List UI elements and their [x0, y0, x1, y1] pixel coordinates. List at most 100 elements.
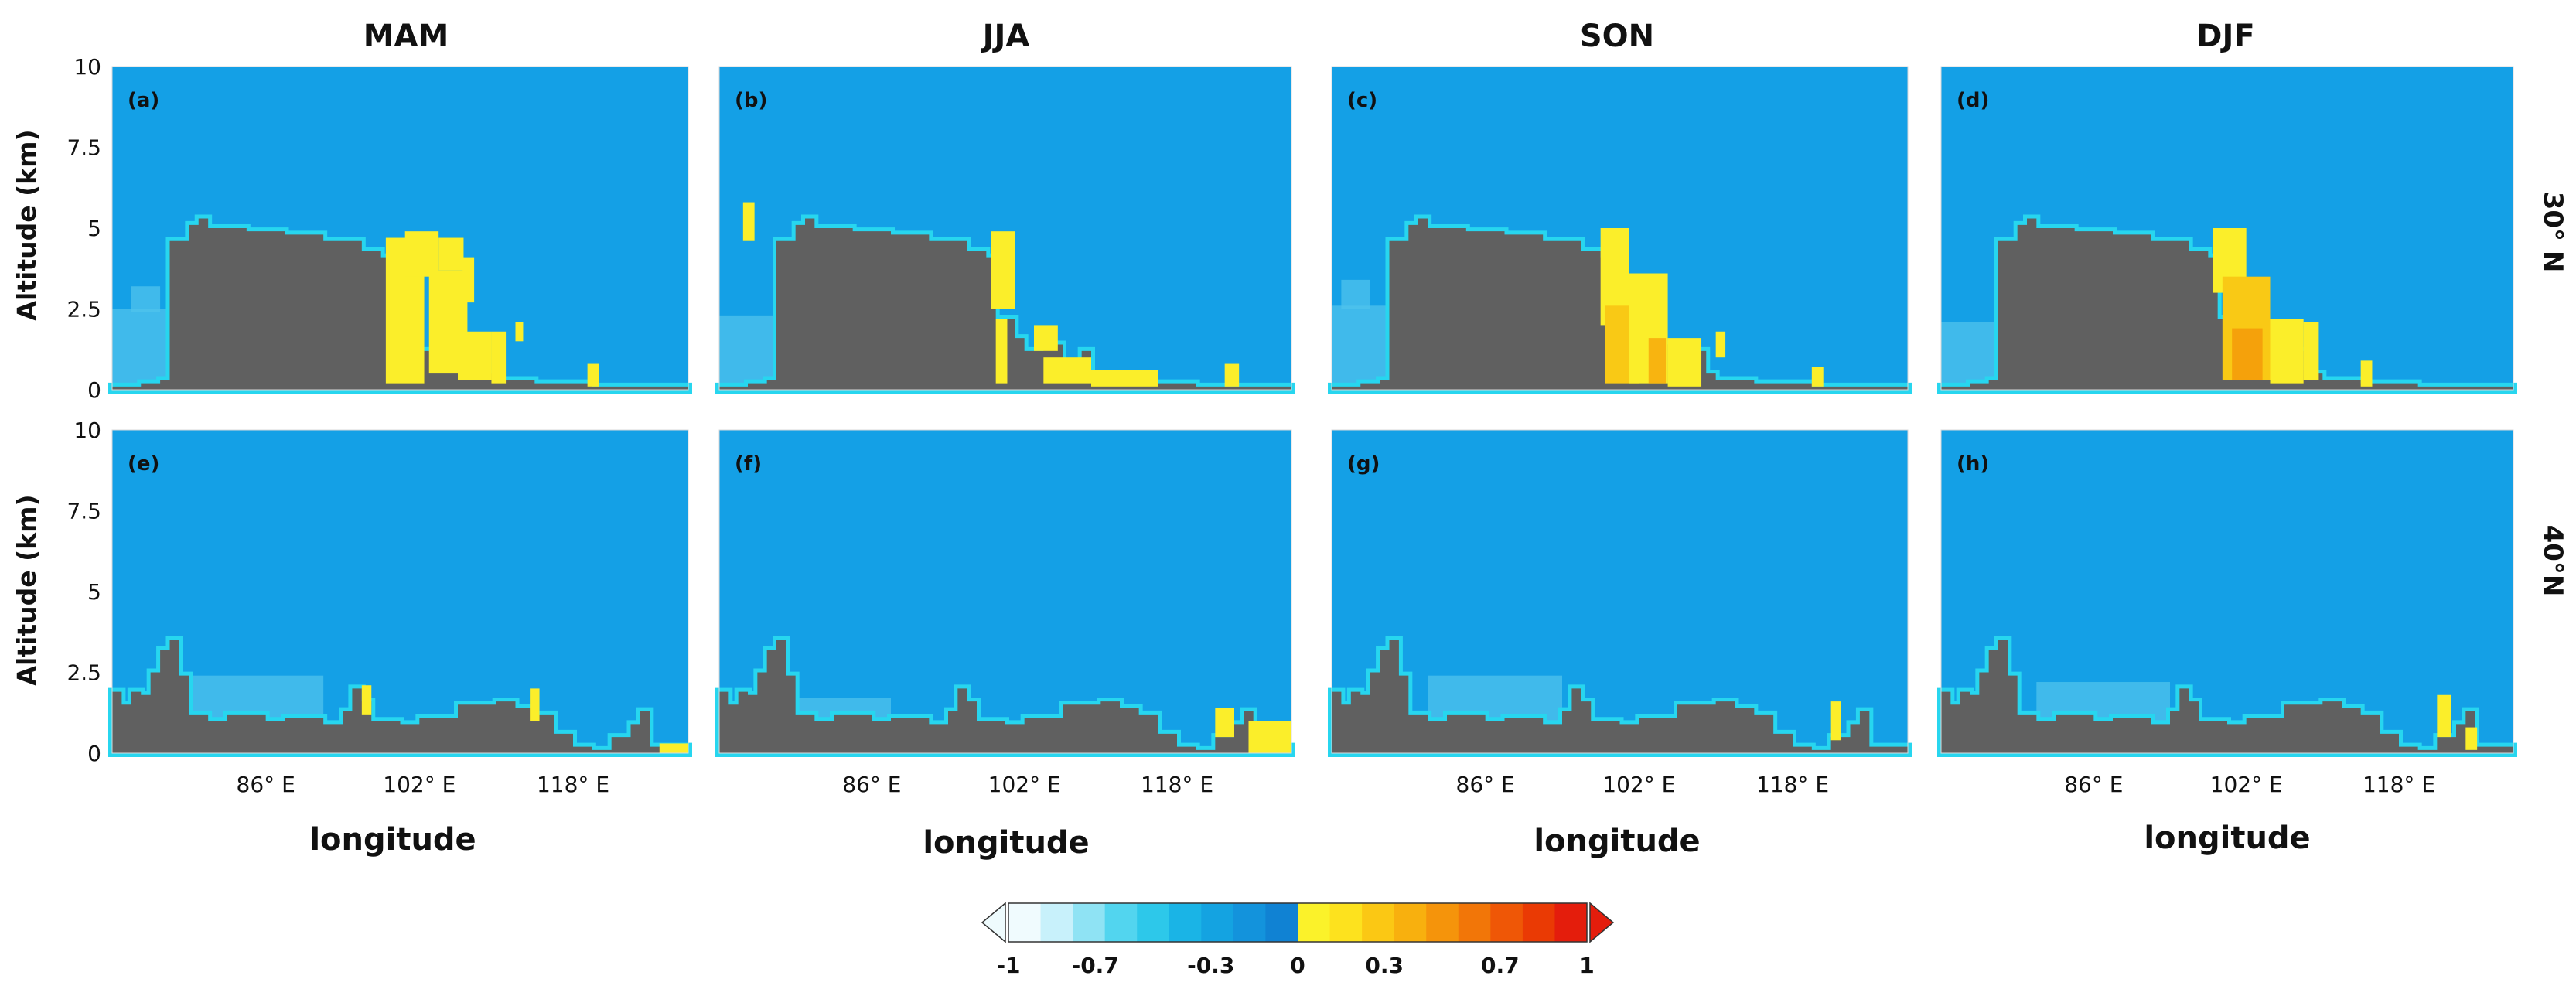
positive-correlation-patch: [2270, 319, 2304, 384]
colorbar-tick-label: 0: [1290, 953, 1305, 978]
colorbar-segment: [1040, 903, 1073, 942]
colorbar-segment: [1073, 903, 1106, 942]
column-title-son: SON: [1580, 19, 1654, 54]
y-tick-label: 5: [87, 579, 101, 605]
colorbar-segment: [1394, 903, 1427, 942]
positive-correlation-patch: [361, 685, 372, 715]
x-axis-label-jja: longitude: [923, 825, 1089, 861]
row-label-30n: 30° N: [2537, 192, 2568, 273]
x-tick-label: 86° E: [1456, 772, 1515, 797]
colorbar-segment: [1233, 903, 1266, 942]
positive-correlation-patch: [995, 319, 1008, 384]
panel-label: (g): [1347, 452, 1380, 476]
x-tick-label: 118° E: [1141, 772, 1213, 797]
colorbar-segment: [1104, 903, 1138, 942]
panel-b: (b): [715, 66, 1295, 394]
x-tick-label: 118° E: [2363, 772, 2435, 797]
panel-frame: [1940, 66, 2514, 391]
positive-correlation-patch: [1034, 325, 1058, 351]
positive-correlation-patch: [462, 257, 475, 303]
haze-patch: [112, 309, 170, 387]
terrain-mask: [1941, 218, 2513, 390]
x-tick-label: 102° E: [2210, 772, 2283, 797]
positive-correlation-patch: [1091, 370, 1158, 387]
positive-correlation-patch: [458, 331, 492, 380]
y-tick-label: 7.5: [67, 499, 101, 524]
colorbar: -1 -0.7 -0.3 0 0.3 0.7 1: [981, 902, 1615, 978]
y-tick-label: 5: [87, 216, 101, 241]
positive-correlation-patch: [742, 202, 755, 241]
y-tick-label: 10: [73, 54, 101, 80]
colorbar-tick-label: 0.3: [1365, 953, 1404, 978]
terrain-mask: [1332, 218, 1908, 390]
colorbar-tick-label: 0.7: [1481, 953, 1520, 978]
colorbar-segment: [1554, 903, 1588, 942]
panel-e: (e) 0 2.5 5 7.5 10 86° E 102° E 118° E: [67, 418, 692, 797]
colorbar-segment: [1169, 903, 1202, 942]
positive-correlation-patch: [438, 237, 464, 271]
positive-correlation-patch: [2232, 328, 2263, 380]
panel-background: [1332, 430, 1908, 753]
colorbar-tick-label: -0.7: [1072, 953, 1119, 978]
positive-correlation-patch: [1715, 331, 1726, 358]
colorbar-segment: [1522, 903, 1555, 942]
positive-correlation-patch: [1667, 338, 1702, 387]
positive-correlation-patch: [1811, 367, 1824, 387]
positive-correlation-patch: [1215, 708, 1234, 738]
colorbar-tick-label: -0.3: [1187, 953, 1234, 978]
y-tick-label: 2.5: [67, 297, 101, 322]
y-tick-label: 7.5: [67, 135, 101, 161]
colorbar-under-arrow: [981, 902, 1006, 943]
y-tick-label: 0: [87, 377, 101, 403]
positive-correlation-patch: [587, 363, 599, 387]
colorbar-segment: [1329, 903, 1363, 942]
positive-correlation-patch: [2360, 360, 2373, 387]
colorbar-over-arrow: [1589, 902, 1615, 943]
panel-c: (c): [1328, 66, 1912, 394]
terrain-mask: [112, 640, 688, 753]
panel-label: (d): [1957, 89, 1989, 112]
positive-correlation-patch: [1648, 338, 1667, 384]
colorbar-segment: [1201, 903, 1234, 942]
x-tick-label: 102° E: [988, 772, 1061, 797]
x-axis-label-mam: longitude: [309, 822, 476, 858]
colorbar-frame: [1008, 902, 1588, 943]
colorbar-segment: [1458, 903, 1491, 942]
x-tick-label: 118° E: [1756, 772, 1829, 797]
terrain-mask: [112, 218, 688, 390]
panel-frame: [1331, 66, 1909, 391]
x-tick-label: 118° E: [537, 772, 609, 797]
haze-patch: [131, 286, 161, 312]
positive-correlation-patch: [2303, 322, 2319, 380]
positive-correlation-patch: [1248, 721, 1291, 753]
positive-correlation-patch: [1224, 363, 1240, 387]
positive-correlation-patch: [659, 743, 688, 753]
x-tick-label: 102° E: [1602, 772, 1675, 797]
colorbar-tick-label: -1: [996, 953, 1020, 978]
colorbar-tick-label: 1: [1579, 953, 1594, 978]
colorbar-segment: [1265, 903, 1298, 942]
positive-correlation-patch: [530, 688, 540, 721]
colorbar-segment: [1362, 903, 1395, 942]
panel-frame: [111, 66, 689, 391]
panels-group: (a) 0 2.5 5 7.5 10 (b) (c) (d) (e) 0 2.5 5 7.5 10 86° E…: [67, 54, 2517, 797]
positive-correlation-patch: [2437, 694, 2451, 738]
y-axis-label-bottom: Altitude (km): [12, 494, 42, 685]
colorbar-segment: [1008, 903, 1042, 942]
colorbar-segment: [1298, 903, 1331, 942]
panel-frame: [718, 66, 1292, 391]
x-tick-label: 86° E: [237, 772, 295, 797]
terrain-mask: [1332, 640, 1908, 753]
positive-correlation-patch: [2465, 727, 2478, 750]
panel-frame: [718, 429, 1292, 754]
panel-label: (h): [1957, 452, 1989, 476]
x-tick-label: 86° E: [2064, 772, 2123, 797]
panel-label: (f): [735, 452, 762, 476]
positive-correlation-patch: [1830, 701, 1841, 741]
panel-label: (a): [128, 89, 159, 112]
terrain-mask: [719, 640, 1291, 753]
x-tick-label: 86° E: [842, 772, 901, 797]
panel-f: (f) 86° E 102° E 118° E: [715, 429, 1295, 797]
panel-g: (g) 86° E 102° E 118° E: [1328, 429, 1912, 797]
